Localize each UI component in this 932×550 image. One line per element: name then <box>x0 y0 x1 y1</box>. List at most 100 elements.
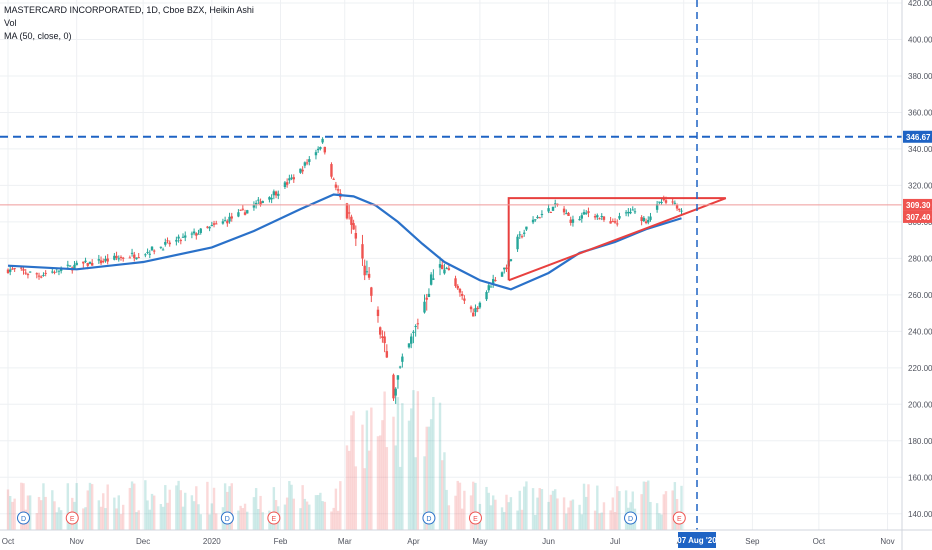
candle-body <box>336 189 340 191</box>
volume-bar <box>472 481 475 530</box>
volume-bar <box>616 486 619 530</box>
volume-bar <box>257 509 260 530</box>
volume-bar <box>554 489 557 530</box>
volume-bar <box>485 486 488 530</box>
volume-bar <box>9 496 12 530</box>
candle-body <box>376 309 380 317</box>
candle-body <box>226 221 229 224</box>
volume-bar <box>429 419 433 530</box>
volume-bar <box>146 500 149 530</box>
volume-bar <box>631 491 634 530</box>
volume-bar <box>113 497 116 530</box>
y-tick-label: 360.00 <box>908 108 932 117</box>
volume-bar <box>336 510 340 530</box>
volume-bar <box>192 501 196 530</box>
volume-bar <box>378 435 382 530</box>
candle-body <box>221 221 225 224</box>
candle-body <box>613 221 617 223</box>
volume-bar <box>197 504 200 530</box>
volume-bar <box>230 483 233 530</box>
candle-body <box>59 268 63 271</box>
candle-body <box>458 288 462 293</box>
candle-body <box>678 208 681 211</box>
volume-bar <box>330 511 333 530</box>
volume-bar <box>463 490 466 530</box>
earnings-marker-icon <box>267 511 281 525</box>
volume-bar <box>489 505 493 530</box>
dividend-marker-label: D <box>628 516 633 523</box>
candle-body <box>469 306 473 310</box>
candle-body <box>394 388 397 396</box>
candle-body <box>655 204 659 210</box>
volume-bar <box>42 483 45 530</box>
volume-bar <box>51 490 54 530</box>
candle-body <box>305 162 309 164</box>
volume-bar <box>288 481 291 530</box>
candle-body <box>6 269 10 273</box>
volume-bar <box>410 408 413 530</box>
volume-bar <box>624 490 628 530</box>
candle-body <box>660 201 663 203</box>
volume-bar <box>523 486 526 530</box>
volume-bar <box>117 495 120 530</box>
candle-body <box>611 221 615 223</box>
candle-body <box>119 256 123 258</box>
candle-body <box>133 254 136 259</box>
candle-body <box>26 274 30 276</box>
candle-body <box>432 278 435 280</box>
candle-body <box>181 236 185 238</box>
candle-body <box>401 356 404 362</box>
candle-body <box>407 343 411 348</box>
candle-body <box>190 233 194 235</box>
volume-bar <box>122 504 125 530</box>
volume-bar <box>609 510 612 530</box>
volume-bar <box>299 508 302 530</box>
volume-bar <box>509 497 513 530</box>
volume-bar <box>166 502 169 530</box>
volume-bar <box>119 514 123 530</box>
volume-bar <box>474 482 477 530</box>
candle-body <box>285 182 289 185</box>
volume-bar <box>55 512 58 530</box>
candle-body <box>538 217 541 219</box>
volume-bar <box>655 503 659 530</box>
candle-body <box>303 162 307 166</box>
volume-bar <box>259 495 262 530</box>
volume-bar <box>20 482 23 530</box>
candle-body <box>208 226 211 229</box>
volume-bar <box>88 482 92 530</box>
candle-body <box>675 204 679 209</box>
volume-bar <box>370 407 373 530</box>
volume-bar <box>28 495 32 530</box>
candle-body <box>361 244 364 259</box>
candle-body <box>441 265 444 270</box>
volume-bar <box>531 488 535 530</box>
candle-body <box>206 226 209 228</box>
volume-bar <box>664 491 668 530</box>
volume-bar <box>210 503 214 530</box>
candle-body <box>230 216 233 219</box>
volume-bar <box>443 452 446 530</box>
volume-bar <box>383 391 386 530</box>
earnings-marker-label: E <box>70 516 75 523</box>
candle-body <box>627 211 630 214</box>
candle-body <box>99 260 103 264</box>
dividend-marker-icon <box>422 511 436 525</box>
candle-body <box>350 216 353 225</box>
candle-body <box>363 265 366 276</box>
volume-bar <box>99 506 103 530</box>
symbol-title: MASTERCARD INCORPORATED, 1D, Cboe BZX, H… <box>4 5 254 15</box>
candle-body <box>618 216 621 219</box>
volume-bar <box>593 510 597 530</box>
volume-bar <box>195 486 198 530</box>
volume-bar <box>215 513 218 530</box>
volume-bar <box>491 495 495 530</box>
volume-bar <box>212 487 216 530</box>
candle-body <box>410 336 413 344</box>
candle-body <box>135 257 138 260</box>
dividend-marker-icon <box>17 511 31 525</box>
candle-body <box>445 267 448 269</box>
candle-body <box>593 216 597 218</box>
